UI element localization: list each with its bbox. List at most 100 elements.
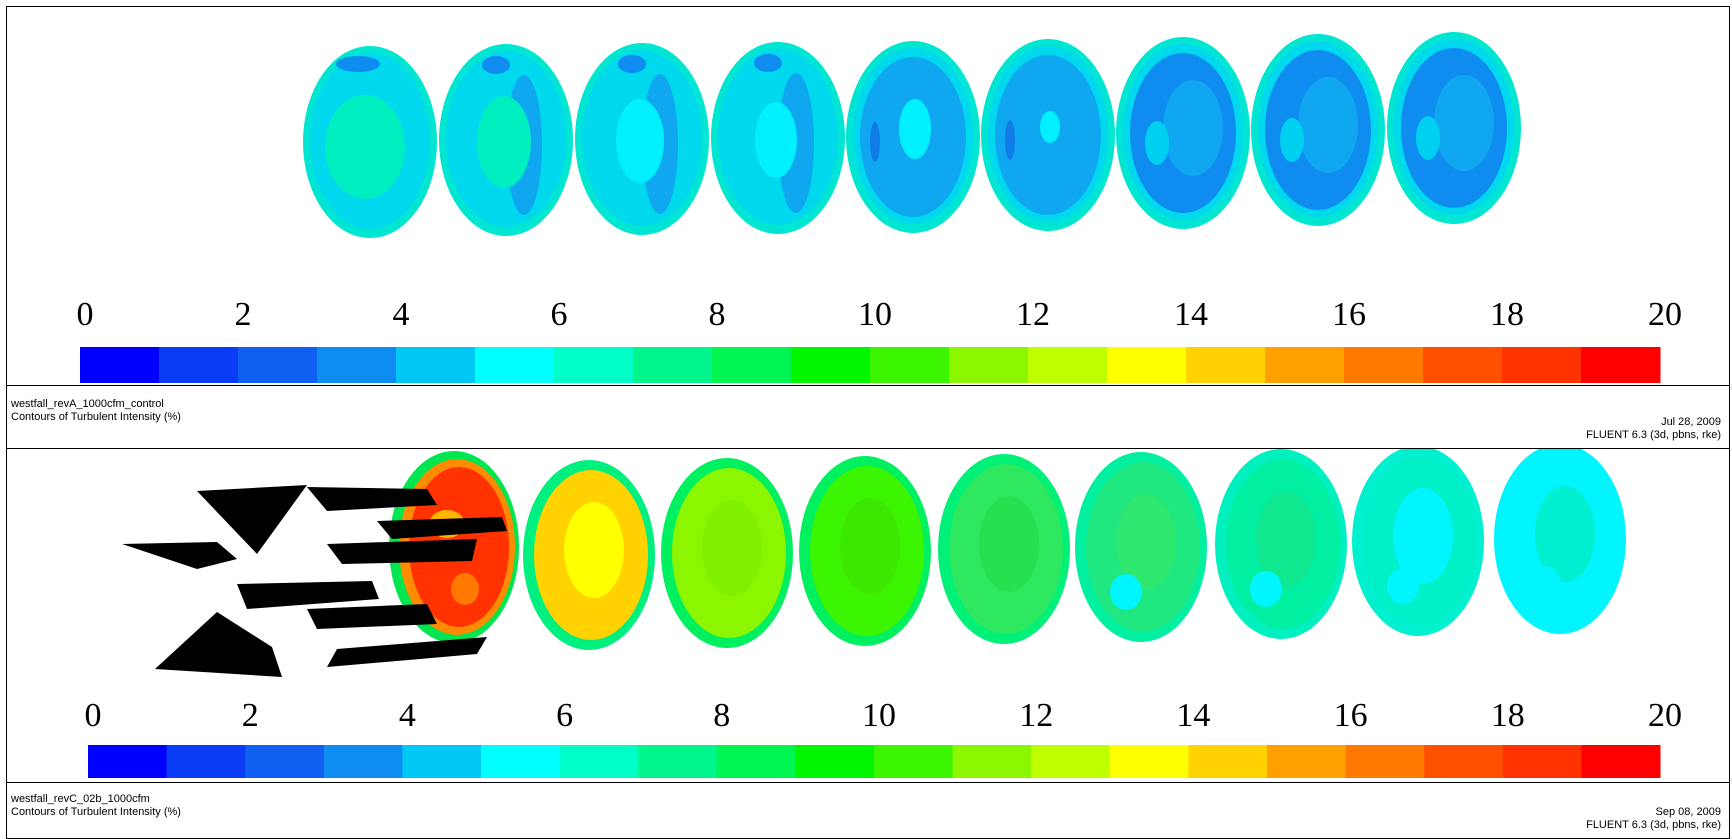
top-colorbar-tick-label: 2 — [235, 296, 252, 333]
slice-low-spot — [336, 56, 380, 72]
bottom-colorbar-segment — [481, 745, 561, 778]
top-case-info: westfall_revA_1000cfm_control Contours o… — [11, 398, 181, 424]
bottom-colorbar-tick-label: 20 — [1648, 697, 1682, 734]
slice-core-region — [1163, 80, 1223, 176]
bottom-colorbar-segment — [952, 745, 1032, 778]
bottom-section-slice — [1075, 452, 1207, 642]
bottom-info-bar: westfall_revC_02b_1000cfm Contours of Tu… — [6, 782, 1730, 839]
top-colorbar-tick-label: 8 — [709, 296, 726, 333]
slice-core-region — [1434, 75, 1494, 171]
bottom-colorbar-segment — [88, 745, 168, 778]
bottom-colorbar-tick-label: 12 — [1019, 697, 1053, 734]
bottom-colorbar-segment — [1109, 745, 1189, 778]
bottom-section-slice — [938, 454, 1070, 644]
louver-vane — [307, 604, 437, 629]
bottom-contour-plot: 0 2 4 6 8 10 12 14 16 18 20 — [85, 444, 1682, 778]
slice-low-spot — [1529, 566, 1561, 602]
top-section-slice — [981, 39, 1115, 231]
louver-vane — [197, 485, 307, 554]
top-colorbar-segment — [791, 347, 871, 383]
bottom-section-slice — [1215, 449, 1347, 639]
bottom-date: Sep 08, 2009 — [1655, 806, 1721, 818]
bottom-colorbar-segment — [245, 745, 325, 778]
top-colorbar-tick-label: 4 — [393, 296, 410, 333]
bottom-colorbar-tick-label: 14 — [1176, 697, 1210, 734]
bottom-colorbar-segment — [402, 745, 482, 778]
top-section-slice — [1387, 32, 1521, 224]
slice-notch — [1145, 121, 1169, 165]
slice-core-region — [564, 502, 624, 598]
louver-vane — [307, 487, 437, 511]
top-solver: FLUENT 6.3 (3d, pbns, rke) — [1586, 429, 1721, 441]
top-colorbar-tick-label: 10 — [858, 296, 892, 333]
slice-low-spot — [870, 122, 880, 162]
top-colorbar-tick-label: 18 — [1490, 296, 1524, 333]
slice-core-region — [1256, 491, 1316, 587]
slice-core-region — [1116, 494, 1176, 590]
top-colorbar-segment — [1344, 347, 1424, 383]
bottom-colorbar-segment — [559, 745, 639, 778]
bottom-colorbar-segment — [1502, 745, 1582, 778]
bottom-section-slice — [799, 456, 931, 646]
top-colorbar-tick-label: 14 — [1174, 296, 1208, 333]
bottom-section-slice — [1494, 444, 1626, 634]
bottom-solver: FLUENT 6.3 (3d, pbns, rke) — [1586, 819, 1721, 831]
top-section-slice — [303, 46, 437, 238]
top-colorbar-segment — [712, 347, 792, 383]
slice-core-region — [616, 99, 664, 183]
slice-low-spot — [1005, 120, 1015, 160]
top-colorbar-segment — [1581, 347, 1661, 383]
slice-notch — [1416, 116, 1440, 160]
bottom-contour-view: 0 2 4 6 8 10 12 14 16 18 20 — [6, 444, 1730, 783]
bottom-colorbar-tick-label: 0 — [85, 697, 102, 734]
slice-core-region — [1535, 486, 1595, 582]
bottom-colorbar-segment — [1581, 745, 1661, 778]
top-contour-plot: 0 2 4 6 8 10 12 14 16 18 20 — [77, 32, 1682, 383]
bottom-colorbar-tick-label: 2 — [242, 697, 259, 734]
bottom-case-info: westfall_revC_02b_1000cfm Contours of Tu… — [11, 793, 181, 819]
louver-vane — [122, 542, 237, 569]
top-colorbar-segment — [1265, 347, 1345, 383]
bottom-colorbar-tick-label: 10 — [862, 697, 896, 734]
slice-core-region — [702, 500, 762, 596]
bottom-section-slice — [661, 458, 793, 648]
bottom-colorbar-segment — [795, 745, 875, 778]
top-section-slice — [1116, 37, 1250, 229]
top-colorbar-segment — [317, 347, 397, 383]
top-colorbar-segment — [1186, 347, 1266, 383]
slice-low-spot — [618, 55, 646, 73]
top-section-slice — [846, 41, 980, 233]
top-colorbar-tick-label: 12 — [1016, 296, 1050, 333]
top-date: Jul 28, 2009 — [1661, 416, 1721, 428]
bottom-colorbar-tick-label: 4 — [399, 697, 416, 734]
top-colorbar-tick-label: 20 — [1648, 296, 1682, 333]
slice-core-region — [1393, 488, 1453, 584]
slice-notch — [1280, 118, 1304, 162]
bottom-section-slice — [523, 460, 655, 650]
top-colorbar-segment — [870, 347, 950, 383]
top-colorbar-tick-label: 6 — [551, 296, 568, 333]
bottom-colorbar-tick-label: 16 — [1334, 697, 1368, 734]
top-section-slice — [711, 42, 845, 234]
slice-low-spot — [1250, 571, 1282, 607]
top-contour-view: 0 2 4 6 8 10 12 14 16 18 20 — [6, 6, 1730, 386]
slice-low-spot — [754, 54, 782, 72]
bottom-colorbar-tick-label: 6 — [556, 697, 573, 734]
louver-vane — [327, 637, 487, 667]
top-info-bar: westfall_revA_1000cfm_control Contours o… — [6, 385, 1730, 449]
slice-core-region — [755, 102, 797, 178]
top-colorbar-segment — [1028, 347, 1108, 383]
bottom-plot-title: Contours of Turbulent Intensity (%) — [11, 806, 181, 818]
bottom-colorbar-segment — [638, 745, 718, 778]
slice-low-spot — [1110, 574, 1142, 610]
louver-vane — [237, 581, 379, 609]
top-colorbar-segment — [238, 347, 318, 383]
top-section-slice — [575, 43, 709, 235]
louver-vane — [155, 612, 282, 677]
top-case-name: westfall_revA_1000cfm_control — [11, 398, 164, 410]
top-run-info: Jul 28, 2009 FLUENT 6.3 (3d, pbns, rke) — [1586, 416, 1721, 442]
top-colorbar-tick-label: 16 — [1332, 296, 1366, 333]
louver-vane — [327, 539, 477, 564]
top-plot-title: Contours of Turbulent Intensity (%) — [11, 411, 181, 423]
top-section-slice — [439, 44, 573, 236]
